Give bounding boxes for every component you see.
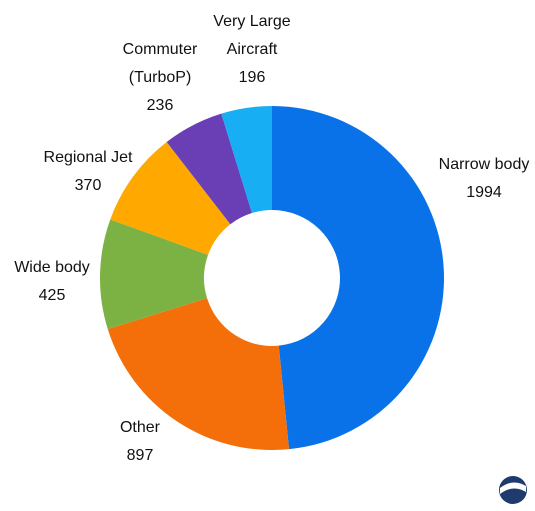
slice xyxy=(110,142,231,255)
logo xyxy=(499,476,527,504)
value-label: 425 xyxy=(39,287,66,304)
value-label: 370 xyxy=(75,177,102,194)
slice-label: Regional Jet xyxy=(44,149,134,166)
slice xyxy=(272,106,444,450)
value-label: 897 xyxy=(127,447,154,464)
slice xyxy=(100,219,209,330)
slice-label: Very Large Aircraft xyxy=(213,13,290,58)
label-line: Very Large xyxy=(213,13,290,30)
value-label: 196 xyxy=(239,69,266,86)
value-label: 236 xyxy=(147,97,174,114)
slice-label: Narrow body xyxy=(439,156,530,173)
value-label: 1994 xyxy=(466,184,502,201)
label-line: Wide body xyxy=(14,259,90,276)
label-line: Regional Jet xyxy=(44,149,134,166)
slice-label: Commuter (TurboP) xyxy=(123,41,198,86)
label-line: Other xyxy=(120,419,161,436)
slice xyxy=(166,113,252,225)
slice xyxy=(107,298,290,450)
label-line: Aircraft xyxy=(227,41,278,58)
label-line: Commuter xyxy=(123,41,198,58)
slice xyxy=(221,106,272,214)
label-line: (TurboP) xyxy=(129,69,192,86)
slice-label: Other xyxy=(120,419,161,436)
slice-label: Wide body xyxy=(14,259,90,276)
label-line: Narrow body xyxy=(439,156,530,173)
